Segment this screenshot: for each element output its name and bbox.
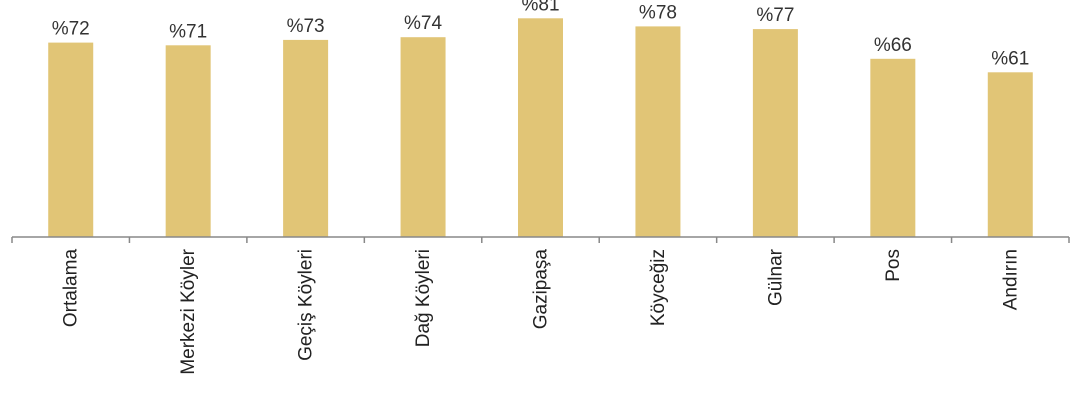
bar-value-label: %74	[404, 13, 442, 34]
bar-value-label: %61	[991, 48, 1029, 69]
bar	[518, 18, 563, 237]
bar	[870, 58, 916, 237]
category-label: Dağ Köyleri	[413, 249, 434, 347]
bar-value-label: %73	[287, 16, 325, 37]
bar	[165, 45, 211, 237]
bar-value-label: %72	[52, 19, 90, 40]
category-label: Merkezi Köyler	[178, 248, 199, 374]
category-labels: Ortalama Merkezi Köyler Geçiş Köyleri Dağ K…	[61, 248, 1022, 374]
bar	[48, 42, 94, 237]
bar-value-label: %71	[169, 21, 207, 42]
category-label: Ortalama	[61, 249, 82, 328]
category-label: Köyceğiz	[648, 249, 669, 326]
bar-value-label: %78	[639, 2, 677, 23]
category-label: Geçiş Köyleri	[296, 249, 317, 361]
bar-value-label: %77	[756, 5, 794, 26]
bar	[987, 72, 1033, 237]
bar-value-label: %81	[521, 0, 559, 15]
bar	[752, 29, 798, 237]
plot-area: %72 %71 %73 %74 %81 %78 %77 %66 %61	[48, 0, 1033, 238]
bar	[635, 26, 681, 238]
bar-value-label: %66	[874, 35, 912, 56]
x-axis-ticks	[11, 237, 1070, 243]
category-label: Gülnar	[765, 248, 786, 306]
category-label: Pos	[883, 249, 904, 282]
category-label: Andırın	[1000, 249, 1021, 310]
bar	[283, 39, 329, 238]
category-label: Gazipaşa	[531, 249, 552, 330]
bar	[400, 37, 446, 238]
